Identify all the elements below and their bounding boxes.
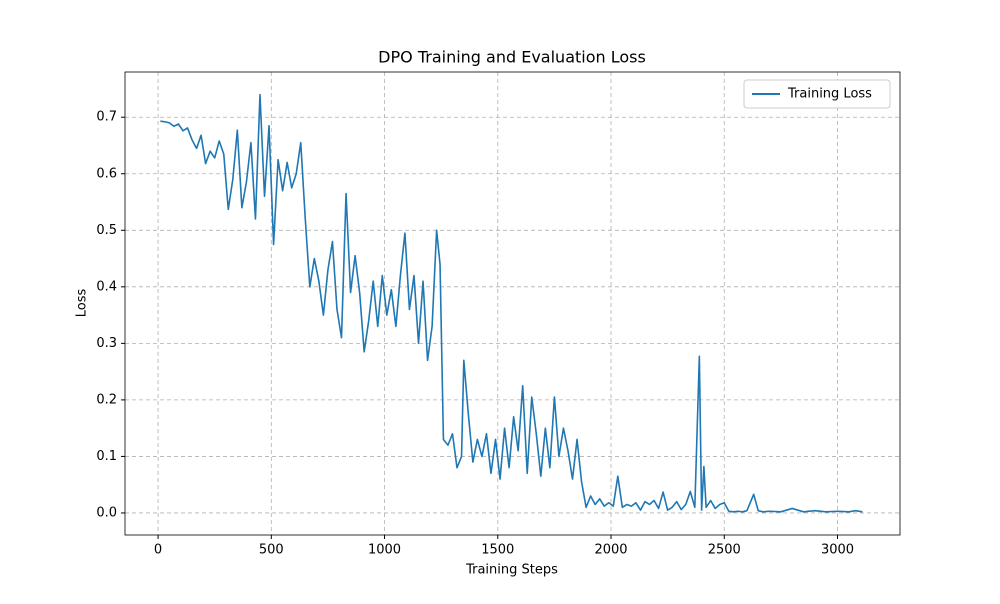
y-tick-label: 0.3 [96, 336, 117, 351]
data-line [160, 93, 863, 513]
x-axis-label: Training Steps [465, 563, 558, 578]
plot-frame [124, 71, 901, 536]
x-tick-label: 500 [259, 543, 284, 558]
y-axis-label: Loss [75, 289, 90, 318]
y-tick-label: 0.6 [96, 166, 117, 181]
x-tick-label: 1000 [368, 543, 401, 558]
legend-box [743, 79, 891, 109]
x-tick-label: 2000 [594, 543, 627, 558]
x-tick-label: 2500 [708, 543, 741, 558]
y-tick-label: 0.7 [96, 110, 117, 125]
y-tick-label: 0.4 [96, 279, 117, 294]
legend-label: Training Loss [787, 87, 872, 102]
x-tick-label: 1500 [481, 543, 514, 558]
y-tick-label: 0.1 [96, 449, 117, 464]
x-tick-label: 3000 [821, 543, 854, 558]
chart-title: DPO Training and Evaluation Loss [378, 48, 646, 67]
y-tick-label: 0.2 [96, 392, 117, 407]
y-tick-label: 0.0 [96, 505, 117, 520]
y-tick-label: 0.5 [96, 223, 117, 238]
x-tick-label: 0 [154, 543, 162, 558]
